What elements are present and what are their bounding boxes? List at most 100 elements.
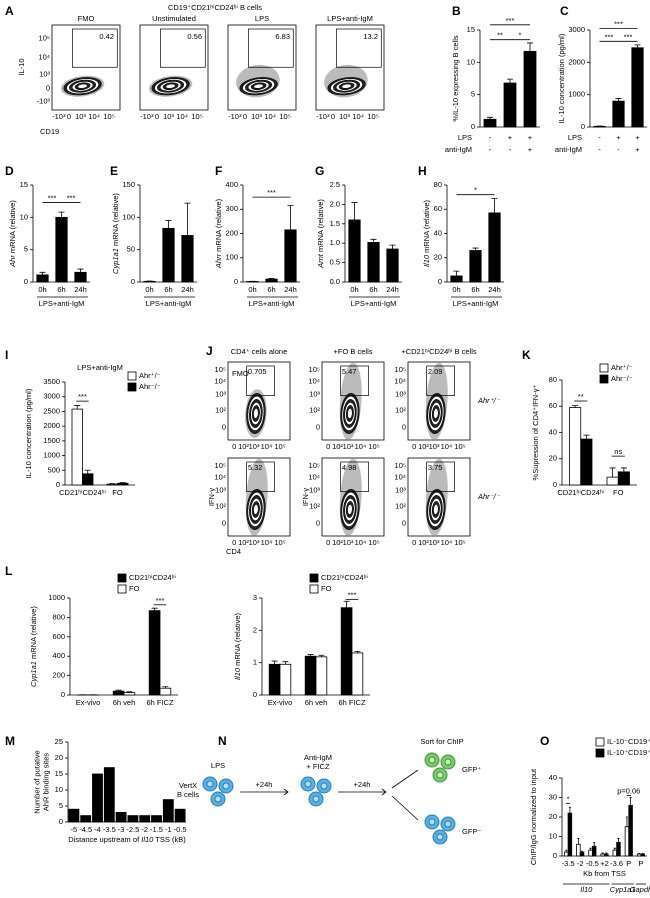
diagram-n: N LPS VertX B cells +24h Anti-IgM + FICZ… [177, 734, 481, 845]
bar [523, 50, 537, 128]
panel-letter: L [5, 564, 12, 578]
gate [160, 28, 206, 68]
y-tick-label: 0 [402, 519, 406, 528]
y-tick-label: 2 [253, 625, 257, 634]
y-tick-label: 10³ [309, 390, 320, 399]
x-tick-label: FO [112, 488, 123, 497]
bar [162, 799, 174, 823]
x-axis-label: LPS+anti-IgM [453, 299, 499, 308]
condition-sign: + [635, 133, 640, 142]
cell-cluster [424, 752, 456, 783]
significance-label: *** [78, 392, 87, 401]
y-tick-label: 5 [59, 801, 63, 810]
legend-label: Ahr⁺/⁻ [611, 363, 633, 372]
y-tick-label: 10⁴ [214, 376, 226, 385]
bar [617, 471, 630, 486]
bar [279, 663, 292, 696]
arrow [391, 769, 419, 821]
x-axis-label: LPS+anti-IgM [351, 299, 397, 308]
error-bar [184, 202, 191, 236]
panel-letter: D [5, 164, 14, 178]
y-tick-label: 10⁵ [309, 365, 320, 374]
y-tick-label: 3500 [43, 377, 60, 386]
x-tick-label: 0h [350, 285, 358, 294]
y-tick-label: 0 [222, 423, 226, 432]
y-tick-label: 10 [20, 212, 28, 221]
bar [606, 476, 619, 486]
x-tick-label: -0.5 [586, 859, 599, 868]
bar [580, 438, 593, 486]
bar [636, 853, 642, 857]
sort-label: Sort for ChIP [420, 737, 463, 746]
error-bar [641, 853, 644, 855]
y-tick-label: 1.0 [330, 238, 340, 247]
bar [92, 773, 103, 823]
flow-title: CD19⁺CD21ʰⁱCD24ʰⁱ B cells [168, 3, 262, 12]
legend-swatch [127, 382, 137, 392]
y-tick-label: 3000 [568, 25, 585, 34]
x-tick-label: 6h FICZ [146, 698, 174, 707]
step-label: LPS [211, 761, 225, 770]
plot-label: LPS [255, 14, 269, 23]
error-bar [527, 42, 533, 52]
error-bar [77, 268, 84, 273]
bar [123, 692, 136, 696]
y-tick-label: 20 [549, 812, 557, 821]
gfp-label: GFP⁻ [462, 827, 481, 836]
y-tick-label: 80 [434, 180, 442, 189]
bar [488, 212, 501, 283]
x-tick-label: 0 [232, 442, 236, 451]
condition-label: anti-IgM [445, 145, 472, 154]
y-tick-label: 10⁴ [214, 472, 226, 481]
x-tick-label: 10² [238, 538, 249, 547]
legend-label: Ahr⁻/⁻ [611, 374, 633, 383]
x-tick-label: P [638, 859, 643, 868]
x-axis-label: LPS+anti-IgM [39, 299, 85, 308]
y-tick-label: 10³ [39, 69, 50, 78]
condition-sign: + [508, 133, 513, 142]
x-tick-label: 0h [248, 285, 256, 294]
legend-swatch [599, 374, 609, 384]
y-tick-label: 0 [471, 122, 475, 131]
error-bar [491, 197, 498, 213]
condition-label: LPS [568, 133, 582, 142]
x-tick-label: 6h veh [113, 698, 136, 707]
significance-label: * [567, 794, 570, 803]
significance-label: p=0.06 [617, 787, 640, 796]
y-tick-label: 100 [225, 253, 238, 262]
panel-letter: M [5, 734, 15, 748]
legend-label: IL-10⁺CD19⁺ [607, 748, 650, 757]
error-bar [577, 838, 580, 845]
y-tick-label: 20 [549, 454, 557, 463]
legend-label: CD21ʰⁱCD24ʰⁱ [129, 573, 176, 582]
gate [340, 365, 369, 396]
error-bar [287, 205, 294, 230]
legend-swatch [595, 737, 605, 747]
bar [181, 235, 194, 283]
legend-swatch [309, 584, 319, 594]
gate-value: 0.705 [248, 367, 267, 376]
x-tick-label: 10⁴ [355, 538, 367, 547]
x-tick-label: -3.6 [610, 859, 623, 868]
x-tick-label: 0 [155, 112, 159, 121]
group-label: Gapdh [630, 885, 650, 894]
error-bar [601, 852, 604, 855]
gate [246, 461, 275, 492]
panel-letter: H [418, 164, 427, 178]
y-tick-label: 10 [467, 57, 475, 66]
error-bar [351, 202, 358, 220]
bar [469, 250, 482, 283]
contour [341, 83, 352, 89]
gate [246, 365, 275, 396]
x-tick-label: 10² [332, 538, 343, 547]
y-tick-label: 10³ [395, 390, 406, 399]
bar [628, 804, 633, 857]
y-tick-label: 10³ [215, 390, 226, 399]
x-axis-label: LPS+anti-IgM [146, 299, 192, 308]
contour [253, 408, 259, 419]
error-bar [268, 277, 275, 280]
y-tick-label: 0 [402, 423, 406, 432]
y-tick-label: 50 [127, 245, 135, 254]
y-tick-label: 0 [438, 277, 442, 286]
